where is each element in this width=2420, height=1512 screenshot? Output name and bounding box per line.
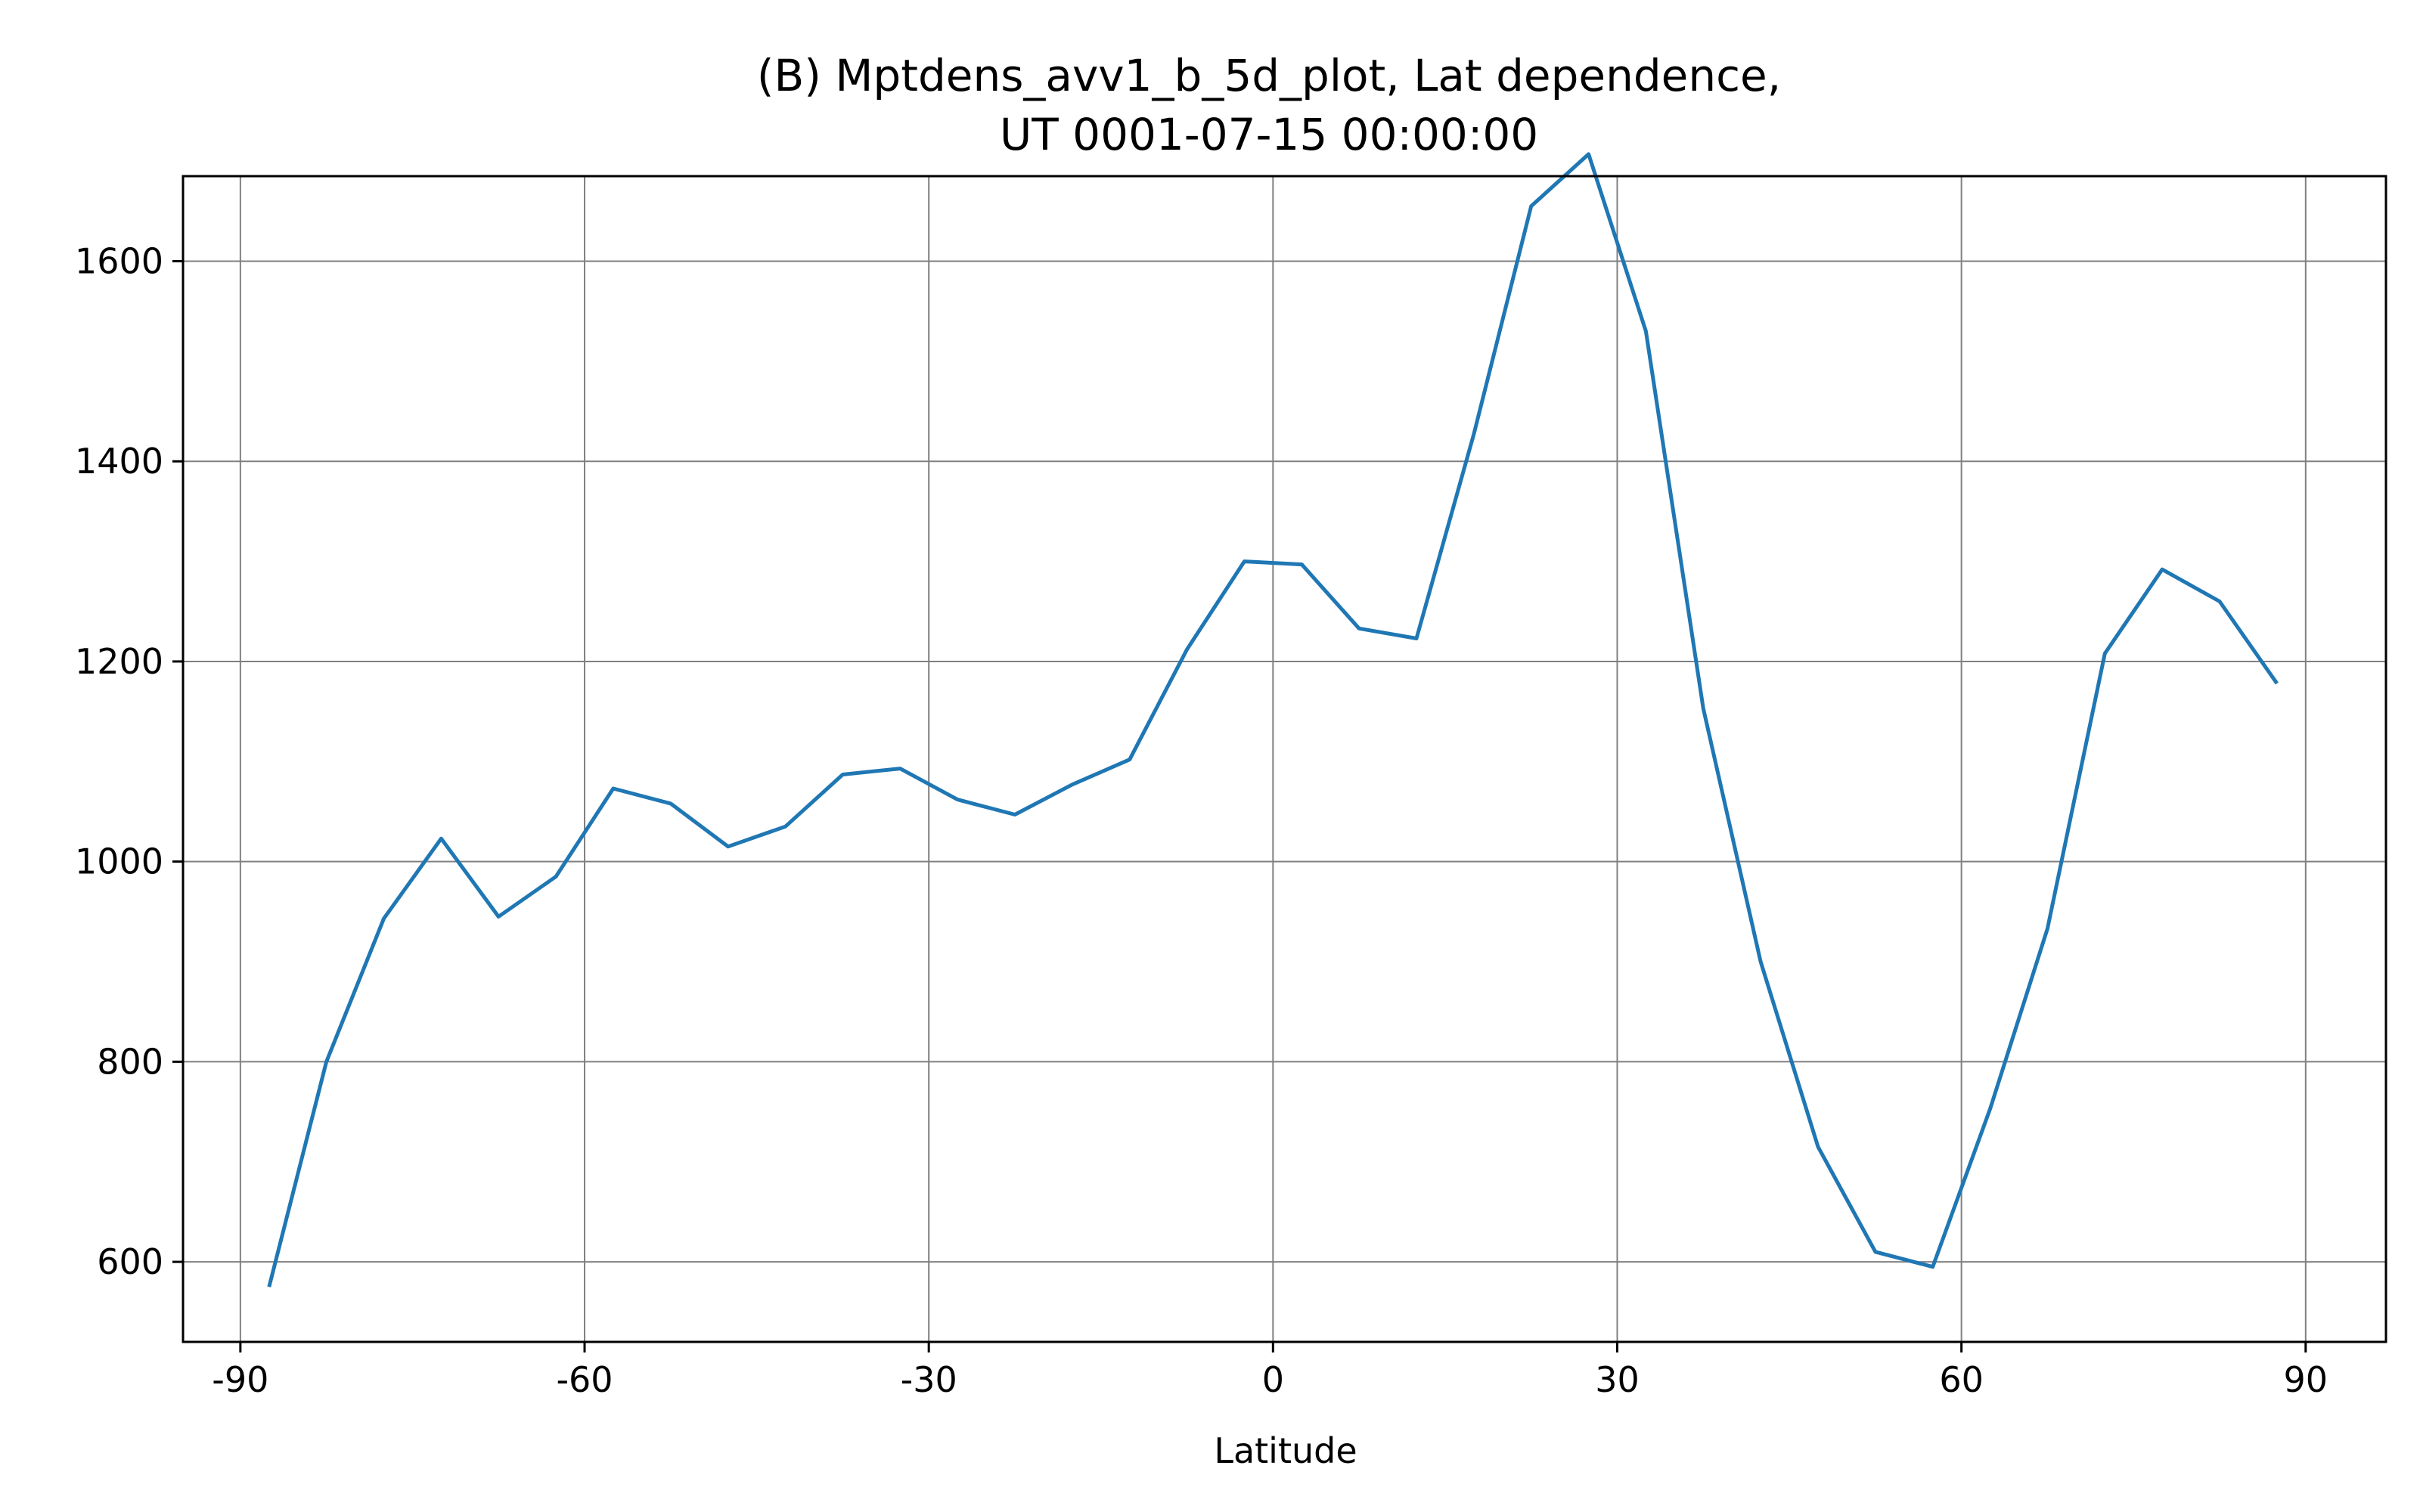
axis-ticks: -90 -60 -30 0 30 60 90 600 800 1000 1200 1400 1600	[75, 241, 2328, 1400]
y-tick-label: 1400	[75, 441, 163, 482]
x-tick-label: -30	[901, 1359, 957, 1400]
chart-title-line-1: (B) Mptdens_avv1_b_5d_plot, Lat dependen…	[757, 50, 1781, 101]
x-tick-label: 0	[1262, 1359, 1284, 1400]
x-axis-label: Latitude	[1214, 1430, 1357, 1471]
y-tick-label: 800	[97, 1041, 163, 1082]
x-tick-label: -60	[556, 1359, 613, 1400]
x-tick-label: 60	[1939, 1359, 1984, 1400]
chart-title: (B) Mptdens_avv1_b_5d_plot, Lat dependen…	[757, 50, 1781, 160]
y-tick-label: 1200	[75, 641, 163, 682]
y-tick-label: 1000	[75, 841, 163, 882]
x-tick-label: -90	[212, 1359, 268, 1400]
y-tick-label: 1600	[75, 241, 163, 282]
grid-lines	[183, 176, 2386, 1342]
series-line	[267, 152, 2279, 1287]
chart-title-line-2: UT 0001-07-15 00:00:00	[1000, 109, 1538, 160]
data-series	[267, 152, 2279, 1287]
y-tick-label: 600	[97, 1241, 163, 1282]
x-tick-label: 90	[2284, 1359, 2328, 1400]
x-tick-label: 30	[1595, 1359, 1640, 1400]
plot-area-frame	[182, 175, 2387, 1343]
